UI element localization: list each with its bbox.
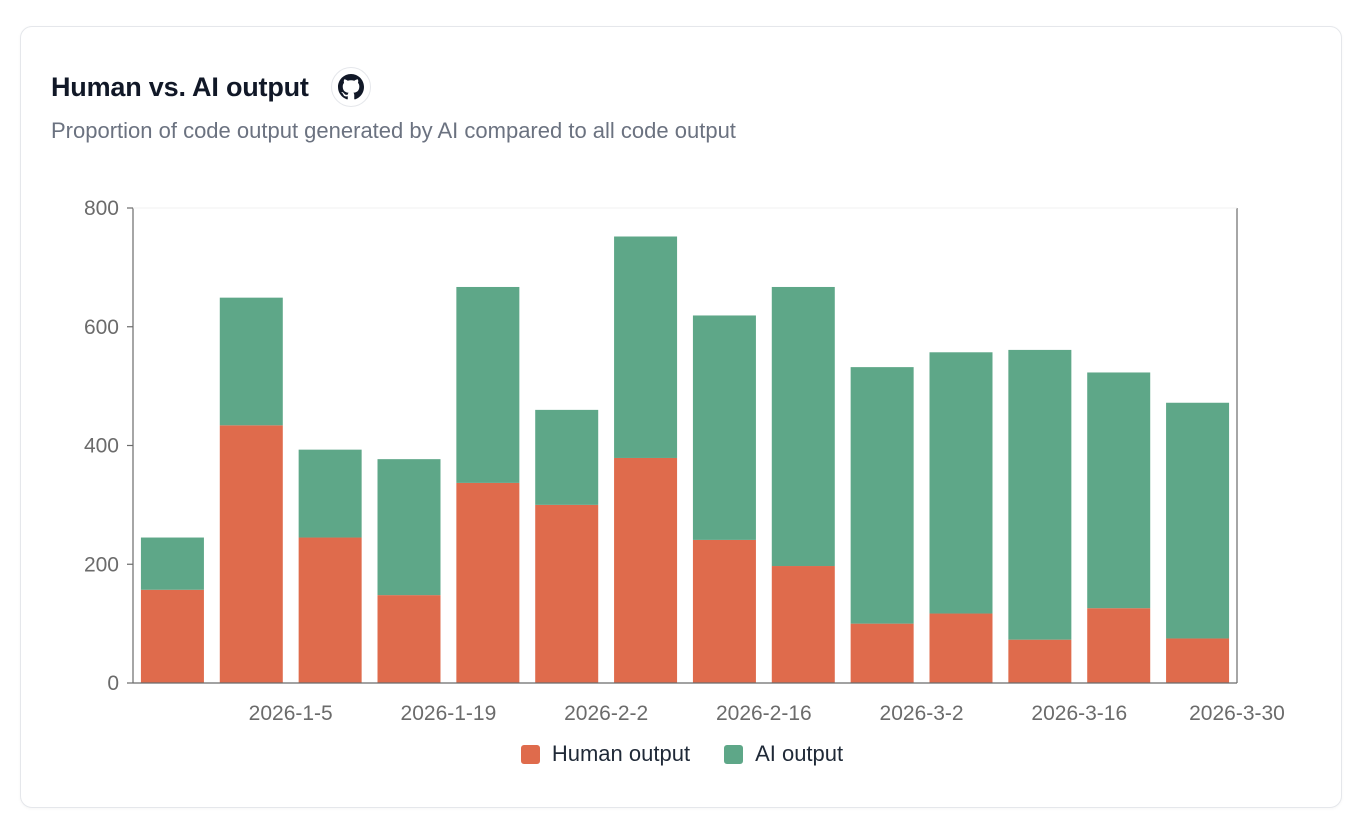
bar-human-2	[298, 537, 362, 683]
bar-human-13	[1166, 638, 1230, 683]
bar-ai-0	[140, 537, 204, 590]
github-icon-glyph	[337, 74, 364, 100]
bar-ai-2	[298, 449, 362, 538]
chart-title: Human vs. AI output	[51, 71, 309, 102]
x-tick-label-13: 2026-3-30	[1189, 702, 1285, 725]
x-tick-label-3: 2026-1-19	[401, 702, 497, 725]
x-tick-label-1: 2026-1-5	[249, 702, 333, 725]
y-tick-label-400: 400	[84, 435, 119, 458]
bar-human-0	[140, 589, 204, 683]
x-tick-label-5: 2026-2-2	[564, 702, 648, 725]
y-tick-label-800: 800	[84, 197, 119, 220]
chart-legend: Human output AI output	[21, 741, 1343, 767]
bar-human-12	[1087, 608, 1151, 683]
bar-ai-11	[1008, 349, 1072, 640]
bar-human-1	[219, 425, 283, 683]
bar-human-7	[692, 539, 756, 683]
bar-human-8	[771, 566, 835, 683]
stacked-bar-chart: 0 200 400 600 800 2026-1-5 2026-1-19 2026-2-2 20…	[84, 197, 1285, 725]
bar-ai-3	[377, 459, 441, 596]
legend-item-ai[interactable]: AI output	[724, 741, 843, 767]
bar-ai-7	[692, 315, 756, 540]
github-icon[interactable]	[330, 67, 371, 107]
bar-ai-5	[535, 409, 599, 505]
bar-human-10	[929, 613, 993, 683]
x-tick-label-9: 2026-3-2	[880, 702, 964, 725]
bar-ai-6	[614, 236, 678, 458]
bar-ai-8	[771, 286, 835, 567]
legend-item-human[interactable]: Human output	[520, 741, 691, 767]
bar-human-6	[614, 457, 678, 683]
bar-ai-1	[219, 297, 283, 426]
bar-ai-13	[1166, 402, 1230, 639]
bar-ai-10	[929, 352, 993, 614]
bar-human-11	[1008, 639, 1072, 683]
y-tick-label-600: 600	[84, 316, 119, 339]
card-header: Human vs. AI output	[51, 67, 371, 107]
bar-ai-12	[1087, 372, 1151, 609]
bar-human-9	[850, 623, 914, 683]
x-tick-label-7: 2026-2-16	[716, 702, 812, 725]
legend-label-ai: AI output	[755, 741, 844, 766]
y-tick-label-200: 200	[84, 553, 119, 576]
legend-swatch-ai	[724, 744, 744, 764]
bar-ai-4	[456, 286, 520, 483]
legend-swatch-human	[520, 744, 540, 764]
chart-card: Human vs. AI output Proportion of code o…	[20, 26, 1342, 808]
bar-human-5	[535, 504, 599, 683]
bar-ai-9	[850, 367, 914, 624]
legend-label-human: Human output	[551, 741, 691, 766]
bar-human-4	[456, 482, 520, 683]
y-tick-label-0: 0	[107, 672, 119, 695]
chart-subtitle: Proportion of code output generated by A…	[51, 118, 736, 143]
x-tick-label-11: 2026-3-16	[1031, 702, 1127, 725]
bar-human-3	[377, 595, 441, 683]
